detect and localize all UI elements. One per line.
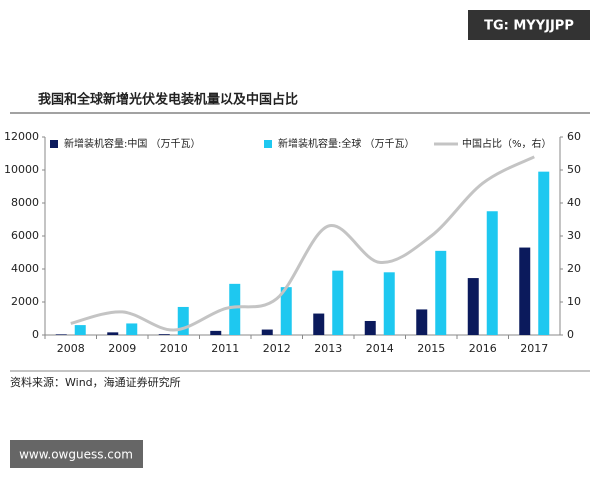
y2-tick-label: 10 [567,295,581,308]
x-tick-label: 2014 [366,342,394,355]
y2-tick-label: 50 [567,163,581,176]
bar [261,329,273,335]
bar [364,320,376,335]
bar [486,211,498,335]
y2-tick-label: 0 [567,328,574,341]
bar [55,334,67,335]
bar [313,313,325,335]
x-tick-label: 2012 [263,342,291,355]
bar [210,330,222,335]
bar [519,247,531,335]
x-tick-label: 2015 [417,342,445,355]
y2-tick-label: 20 [567,262,581,275]
y-tick-label: 10000 [4,163,39,176]
watermark-box [10,440,143,468]
bar [416,309,428,335]
legend-label: 新增装机容量:中国 （万千瓦） [64,137,201,150]
y-tick-label: 8000 [11,196,39,209]
chart-title: 我国和全球新增光伏发电装机量以及中国占比 [38,92,298,108]
x-tick-label: 2016 [469,342,497,355]
x-tick-label: 2009 [108,342,136,355]
bar [435,250,447,335]
bar [467,278,479,335]
bar [229,283,241,335]
bar [538,171,550,335]
bar [158,334,170,335]
x-tick-label: 2017 [520,342,548,355]
y2-tick-label: 60 [567,130,581,143]
y-tick-label: 0 [32,328,39,341]
watermark: www.owguess.com [19,448,133,462]
x-tick-label: 2010 [160,342,188,355]
y-tick-label: 6000 [11,229,39,242]
y-tick-label: 12000 [4,130,39,143]
x-tick-label: 2011 [211,342,239,355]
x-tick-label: 2013 [314,342,342,355]
y2-tick-label: 30 [567,229,581,242]
bar [383,272,395,335]
legend-swatch [50,140,58,148]
bar [107,332,119,335]
y-tick-label: 4000 [11,262,39,275]
legend-label: 新增装机容量:全球 （万千瓦） [278,137,415,150]
legend-label: 中国占比（%，右） [462,137,552,150]
bar [332,270,344,335]
source-note: 资料来源：Wind，海通证券研究所 [10,375,181,389]
watermark-box [468,10,590,40]
bar [126,323,138,335]
line-series [70,155,535,332]
watermark: TG: MYYJJPP [484,19,574,34]
bar [177,306,189,335]
legend-swatch [264,140,272,148]
x-tick-label: 2008 [57,342,85,355]
bar [74,325,86,335]
y2-tick-label: 40 [567,196,581,209]
y-tick-label: 2000 [11,295,39,308]
bar [280,287,292,335]
